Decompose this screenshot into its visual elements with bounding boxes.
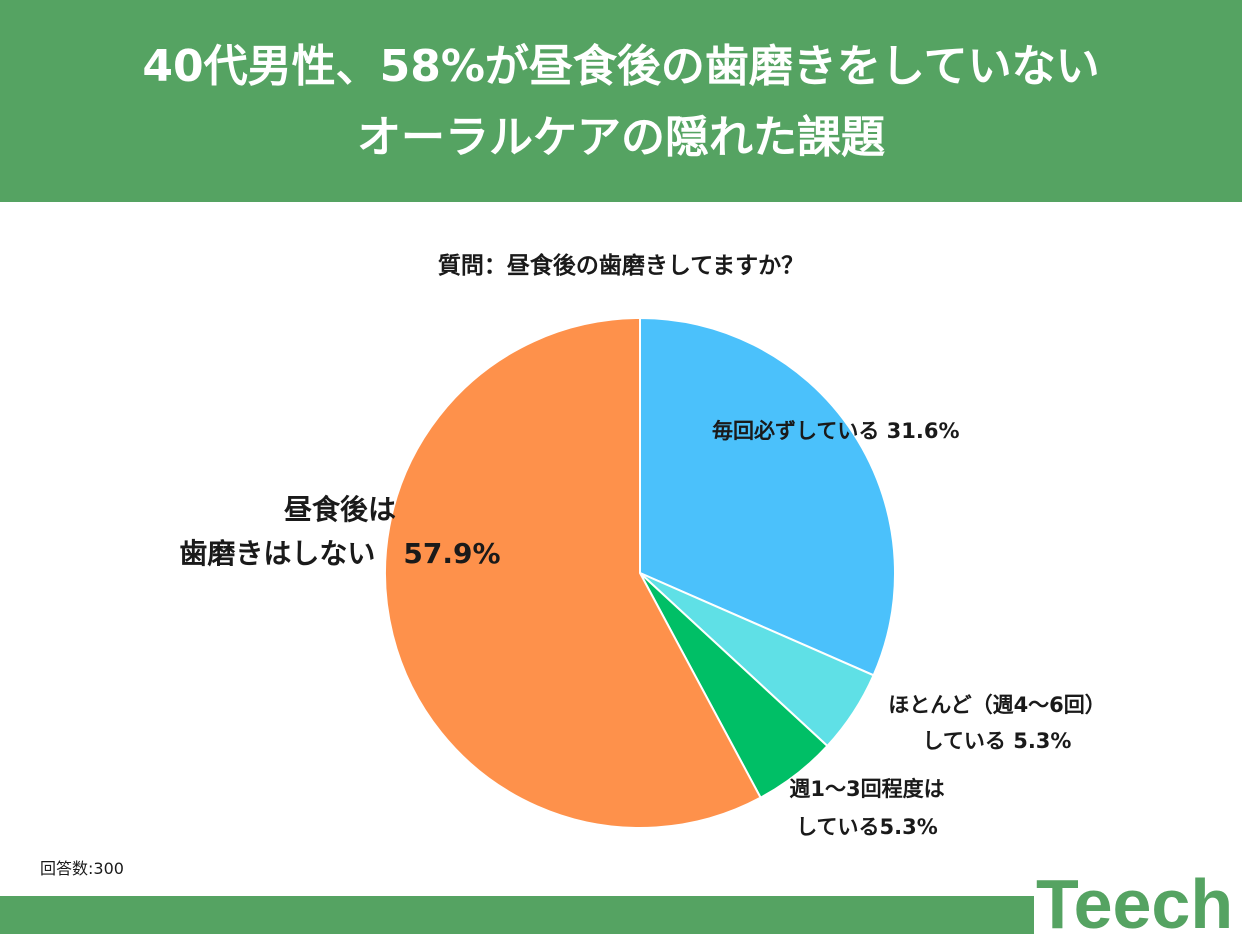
teech-logo-text: Teech — [1036, 866, 1233, 934]
label-4-6-line1: ほとんど（週4～6回） — [888, 693, 1106, 717]
logo-area: Teech — [1034, 865, 1242, 938]
label-1-3-line1: 週1～3回程度は — [789, 777, 945, 801]
slice-every-time — [639, 316, 896, 677]
slice-no-brushing — [384, 316, 762, 829]
label-4-6-line2: している 5.3% — [922, 729, 1072, 753]
label-4-6-per-week: ほとんど（週4～6回） している 5.3% — [852, 690, 1142, 756]
label-no-brushing: 昼食後は 歯磨きはしない 57.9% — [150, 490, 530, 574]
label-1-3-line2: している5.3% — [796, 815, 938, 839]
label-every-time: 毎回必ずしている 31.6% — [712, 416, 960, 446]
chart-question: 質問：昼食後の歯磨きしてますか？ — [437, 253, 805, 279]
label-every-time-line1: 毎回必ずしている 31.6% — [712, 419, 960, 443]
header-banner: 40代男性、58%が昼食後の歯磨きをしていない オーラルケアの隠れた課題 — [0, 0, 1242, 202]
label-no-brushing-line1: 昼食後は — [283, 493, 396, 526]
teech-logo-icon: Teech — [1036, 865, 1233, 938]
label-1-3-per-week: 週1～3回程度は している5.3% — [752, 774, 982, 842]
page-title-line2: オーラルケアの隠れた課題 — [357, 112, 885, 163]
label-no-brushing-line2: 歯磨きはしない 57.9% — [179, 537, 501, 570]
response-count: 回答数:300 — [40, 859, 124, 878]
page-title-line1: 40代男性、58%が昼食後の歯磨きをしていない — [142, 41, 1100, 92]
